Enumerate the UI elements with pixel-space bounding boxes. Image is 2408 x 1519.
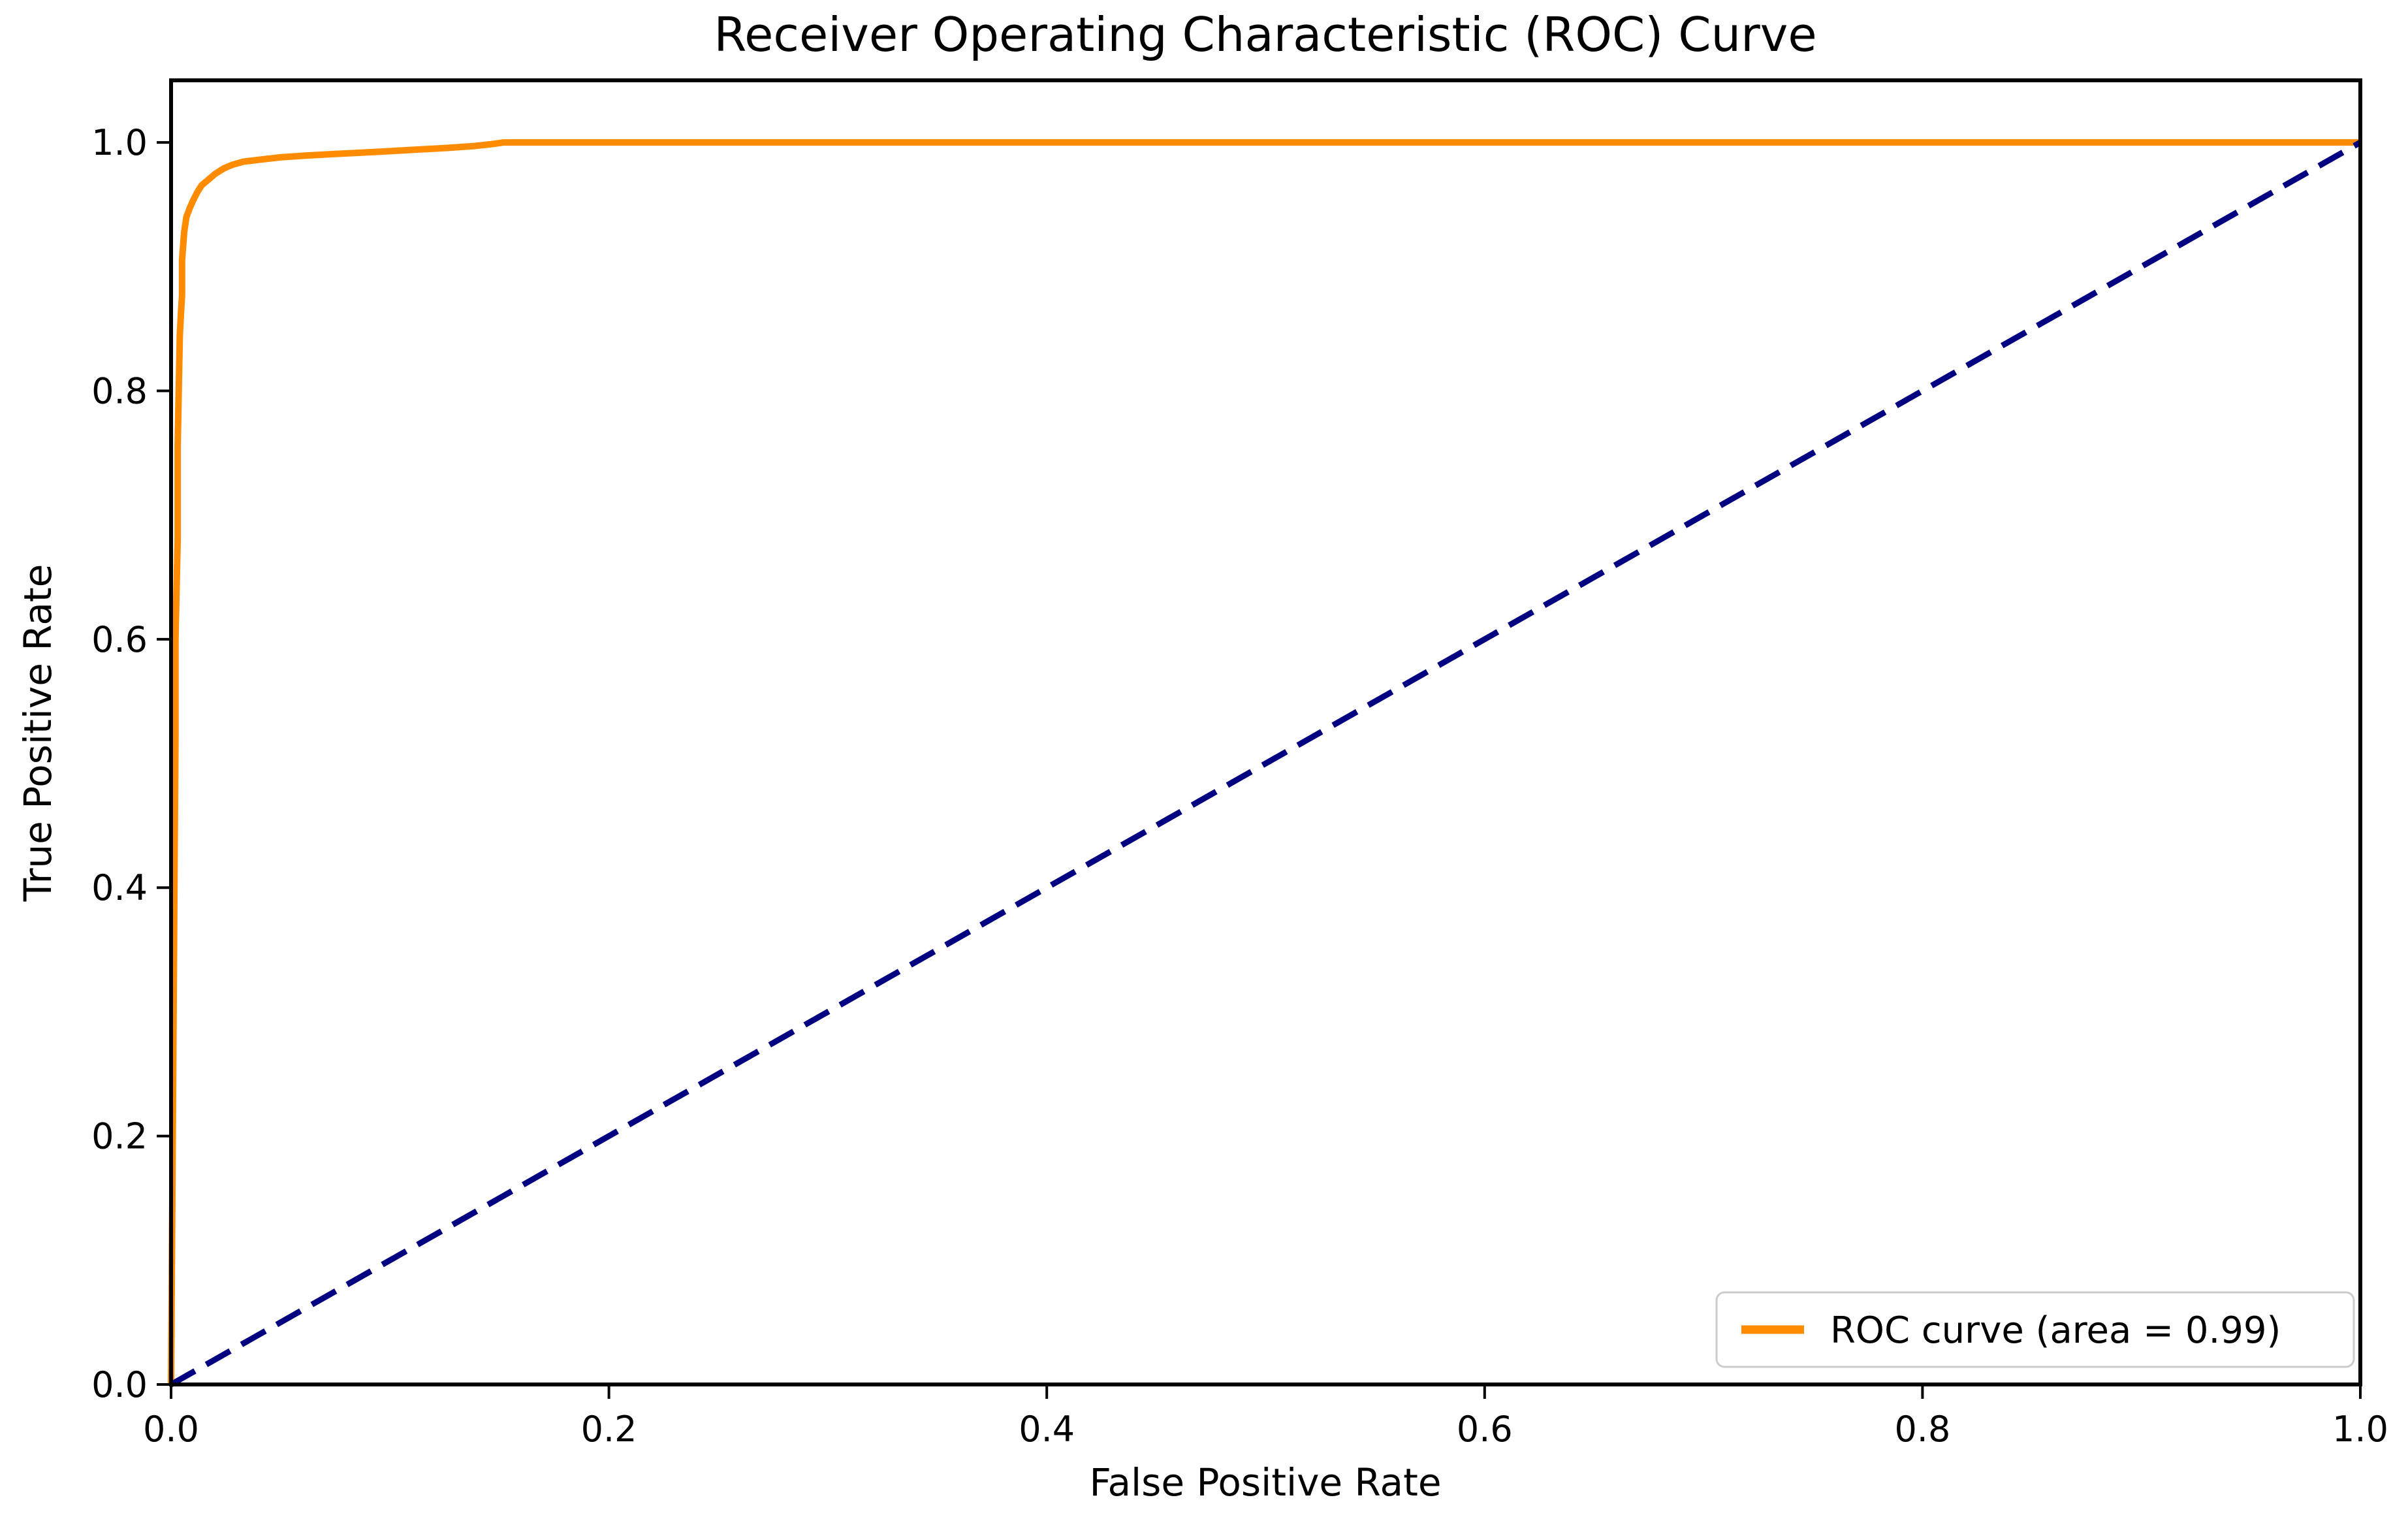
- x-tick-label: 1.0: [2332, 1409, 2388, 1450]
- y-tick-label: 1.0: [91, 122, 148, 163]
- x-tick-label: 0.0: [143, 1409, 199, 1450]
- y-tick-label: 0.8: [91, 370, 148, 411]
- x-tick-label: 0.2: [581, 1409, 637, 1450]
- legend: ROC curve (area = 0.99): [1715, 1291, 2355, 1368]
- x-axis-label: False Positive Rate: [1089, 1460, 1441, 1505]
- x-tick-label: 0.4: [1019, 1409, 1075, 1450]
- legend-box: [1715, 1291, 2355, 1368]
- x-tick-label: 0.6: [1457, 1409, 1513, 1450]
- x-axis-ticks: 0.0 0.2 0.4 0.6 0.8 1.0: [143, 1384, 2388, 1450]
- plot-area: [171, 80, 2360, 1384]
- y-axis-ticks: 0.0 0.2 0.4 0.6 0.8 1.0: [91, 122, 171, 1405]
- axes-frame: [169, 78, 2362, 1386]
- x-tick-label: 0.8: [1894, 1409, 1950, 1450]
- series-layer: [168, 139, 2362, 1387]
- y-tick-label: 0.2: [91, 1116, 148, 1157]
- y-tick-label: 0.4: [91, 867, 148, 908]
- chart-title: Receiver Operating Characteristic (ROC) …: [714, 7, 1816, 62]
- roc-curve-line: [168, 139, 2360, 1385]
- y-tick-label: 0.6: [91, 619, 148, 660]
- legend-entry-label: ROC curve (area = 0.99): [1830, 1309, 2281, 1352]
- chance-diagonal-line: [169, 140, 2362, 1387]
- y-tick-label: 0.0: [91, 1364, 148, 1405]
- y-axis-label: True Positive Rate: [16, 564, 60, 903]
